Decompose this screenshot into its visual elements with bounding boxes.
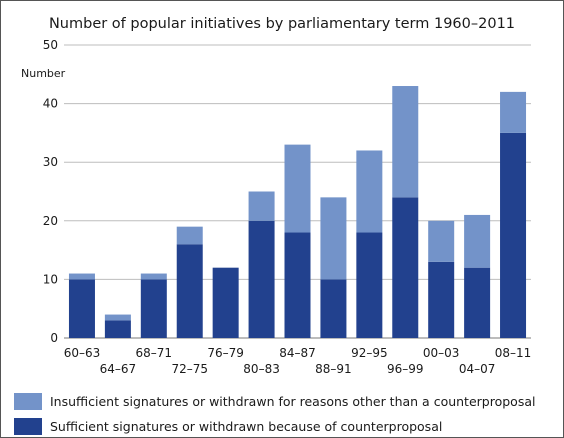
x-tick-label: 64–67 (100, 362, 137, 376)
bar-sufficient (176, 244, 203, 338)
x-tick-label: 72–75 (171, 362, 208, 376)
x-tick-label: 60–63 (64, 346, 101, 360)
x-tick-label: 76–79 (207, 346, 244, 360)
bar-sufficient (464, 267, 491, 338)
bar-insufficient (464, 214, 491, 268)
bar-sufficient (392, 197, 419, 338)
legend-label: Sufficient signatures or withdrawn becau… (50, 419, 442, 434)
y-tick-label: 30 (43, 155, 58, 169)
y-axis-label: Number (21, 67, 66, 80)
bar-sufficient (284, 232, 311, 338)
bar-insufficient (140, 273, 167, 280)
bar-sufficient (248, 220, 275, 338)
x-tick-label: 80–83 (243, 362, 280, 376)
bar-sufficient (104, 320, 131, 338)
x-tick-label: 00–03 (423, 346, 460, 360)
bar-insufficient (500, 91, 527, 133)
x-tick-label: 04–07 (459, 362, 496, 376)
legend-swatch (14, 418, 42, 435)
y-tick-label: 0 (50, 331, 58, 345)
bar-insufficient (104, 314, 131, 321)
bar-insufficient (428, 220, 455, 262)
bar-insufficient (284, 144, 311, 233)
tick-labels: 0 10 20 30 40 50 60–63 64–67 68–71 72–75 76–79 80–8… (43, 38, 532, 376)
bar-sufficient (212, 267, 239, 338)
bar-sufficient (68, 279, 95, 338)
x-tick-label: 08–11 (495, 346, 532, 360)
bar-insufficient (176, 226, 203, 245)
bar-sufficient (428, 261, 455, 338)
legend: Insufficient signatures or withdrawn for… (14, 393, 535, 435)
x-tick-label: 88–91 (315, 362, 352, 376)
bars (68, 86, 527, 338)
bar-sufficient (356, 232, 383, 338)
x-tick-label: 96–99 (387, 362, 424, 376)
y-tick-label: 10 (43, 272, 58, 286)
bar-sufficient (500, 132, 527, 338)
bar-insufficient (392, 86, 419, 198)
x-tick-label: 68–71 (136, 346, 173, 360)
x-tick-label: 84–87 (279, 346, 316, 360)
bar-sufficient (140, 279, 167, 338)
chart-title: Number of popular initiatives by parliam… (49, 16, 515, 32)
y-tick-label: 40 (43, 97, 58, 111)
legend-swatch (14, 393, 42, 410)
bar-insufficient (320, 197, 347, 280)
legend-label: Insufficient signatures or withdrawn for… (50, 394, 535, 409)
bar-insufficient (68, 273, 95, 280)
x-tick-label: 92–95 (351, 346, 388, 360)
bar-insufficient (248, 191, 275, 221)
bar-sufficient (320, 279, 347, 338)
y-tick-label: 50 (43, 38, 58, 52)
y-tick-label: 20 (43, 214, 58, 228)
bar-insufficient (356, 150, 383, 233)
